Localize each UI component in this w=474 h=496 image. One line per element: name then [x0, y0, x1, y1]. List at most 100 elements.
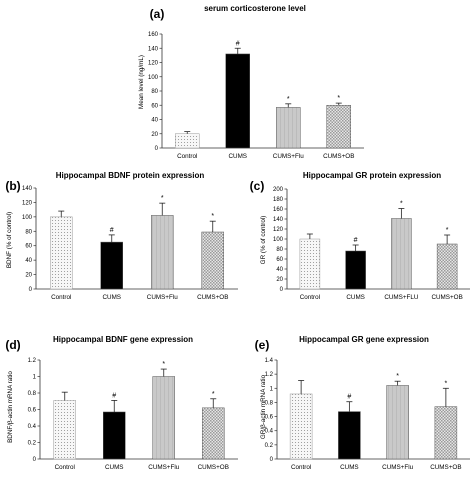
- panel-d-y-axis-label: BDNF/β-actin mRNA ratio: [7, 371, 14, 443]
- y-tick-label: 200: [273, 187, 284, 193]
- bar: [100, 241, 123, 290]
- category-label: CUMS+Flu: [382, 464, 413, 471]
- y-tick-label: 60: [276, 257, 283, 263]
- category-label: CUMS+OB: [197, 294, 228, 301]
- panel-b-y-axis-label: BDNF (% of control): [6, 212, 13, 268]
- significance-marker: *: [337, 95, 340, 102]
- y-tick-label: 0.4: [28, 424, 37, 430]
- significance-marker: #: [347, 394, 351, 401]
- panel-b-title: Hippocampal BDNF protein expression: [56, 171, 205, 180]
- panel-b: (b) Hippocampal BDNF protein expression …: [5, 171, 238, 301]
- y-tick-label: 160: [148, 32, 159, 38]
- y-tick-label: 40: [25, 258, 32, 264]
- y-tick-label: 20: [25, 273, 32, 279]
- y-tick-label: 1.2: [265, 372, 274, 378]
- category-label: CUMS+FLU: [384, 294, 419, 301]
- bar: [391, 218, 412, 290]
- bar: [345, 250, 366, 290]
- y-tick-label: 1.4: [265, 358, 274, 364]
- bar: [276, 107, 301, 149]
- category-label: CUMS+OB: [198, 464, 229, 471]
- category-label: Control: [177, 153, 197, 160]
- y-tick-label: 100: [22, 215, 33, 221]
- bar: [338, 411, 361, 460]
- category-label: Control: [51, 294, 71, 301]
- y-tick-label: 0.4: [265, 429, 274, 435]
- panel-b-plot: 0 20 40 60 80 100 120 140 Control CUMS # CUMS+Flu * C…: [22, 186, 238, 301]
- y-tick-label: 1.2: [28, 358, 37, 364]
- category-label: CUMS+OB: [431, 294, 462, 301]
- bar: [299, 238, 321, 290]
- significance-marker: *: [400, 201, 403, 208]
- panel-e-letter: (e): [255, 338, 270, 352]
- y-tick-label: 160: [273, 207, 284, 213]
- y-tick-label: 120: [148, 61, 159, 67]
- significance-marker: *: [162, 361, 165, 368]
- y-tick-label: 0.6: [265, 415, 274, 421]
- panel-e-y-axis-label: GR/β-actin mRNA ratio: [260, 374, 267, 439]
- panel-a: (a) serum corticosterone level Mean leve…: [138, 4, 364, 160]
- y-tick-label: 0: [155, 146, 159, 152]
- significance-marker: *: [396, 373, 399, 380]
- panel-c: (c) Hippocampal GR protein expression GR…: [250, 171, 470, 301]
- panel-d-letter: (d): [5, 338, 20, 352]
- panel-c-title: Hippocampal GR protein expression: [303, 171, 441, 180]
- panel-e-plot: 0 0.2 0.4 0.6 0.8 1 1.2 1.4 Control CUMS # CUMS+Flu…: [265, 358, 470, 471]
- category-label: CUMS: [102, 294, 121, 301]
- y-tick-label: 100: [148, 75, 159, 81]
- significance-marker: *: [287, 96, 290, 103]
- category-label: CUMS+Flu: [148, 464, 179, 471]
- bar: [434, 406, 458, 460]
- y-tick-label: 60: [25, 244, 32, 250]
- y-tick-label: 0.2: [28, 441, 37, 447]
- panel-e-title: Hippocampal GR gene expression: [299, 335, 429, 344]
- bar: [151, 215, 174, 290]
- panel-d-title: Hippocampal BDNF gene expression: [53, 335, 193, 344]
- category-label: CUMS: [228, 153, 247, 160]
- panel-c-plot: 0 20 40 60 80 100 120 140 160 180 200 Control CUMS # C…: [273, 187, 470, 301]
- category-label: CUMS+Flu: [147, 294, 178, 301]
- category-label: CUMS: [346, 294, 365, 301]
- bar: [202, 407, 225, 460]
- bar: [289, 393, 313, 460]
- category-label: Control: [300, 294, 320, 301]
- category-label: CUMS+Flu: [273, 153, 304, 160]
- category-label: CUMS+OB: [323, 153, 354, 160]
- y-tick-label: 20: [276, 277, 283, 283]
- category-label: CUMS: [105, 464, 124, 471]
- significance-marker: #: [236, 40, 240, 47]
- y-tick-label: 140: [273, 217, 284, 223]
- panel-d: (d) Hippocampal BDNF gene expression BDN…: [5, 335, 238, 471]
- bar: [175, 133, 200, 149]
- panel-a-y-axis-label: Mean level (ng/mL): [138, 55, 145, 109]
- significance-marker: *: [446, 227, 449, 234]
- panel-a-title: serum corticosterone level: [204, 4, 306, 13]
- y-tick-label: 140: [148, 46, 159, 52]
- y-tick-label: 80: [151, 89, 158, 95]
- y-tick-label: 100: [273, 237, 284, 243]
- panel-b-letter: (b): [5, 179, 20, 193]
- bar: [436, 243, 458, 290]
- panel-c-y-axis-label: GR (% of control): [260, 216, 267, 265]
- y-tick-label: 80: [276, 247, 283, 253]
- y-tick-label: 0: [29, 287, 33, 293]
- bar: [50, 216, 73, 290]
- y-tick-label: 120: [22, 200, 33, 206]
- y-tick-label: 0.2: [265, 443, 274, 449]
- bar: [386, 385, 409, 460]
- significance-marker: #: [112, 392, 116, 399]
- panel-c-letter: (c): [250, 179, 265, 193]
- panel-a-letter: (a): [150, 7, 165, 21]
- bar: [201, 231, 224, 290]
- y-tick-label: 0.6: [28, 408, 37, 414]
- y-tick-label: 1: [33, 375, 37, 381]
- category-label: Control: [55, 464, 75, 471]
- bar: [53, 400, 76, 460]
- significance-marker: *: [212, 391, 215, 398]
- significance-marker: *: [211, 213, 214, 220]
- y-tick-label: 0: [33, 457, 37, 463]
- category-label: CUMS: [340, 464, 359, 471]
- y-tick-label: 140: [22, 186, 33, 192]
- panel-d-plot: 0 0.2 0.4 0.6 0.8 1 1.2 Control CUMS # CUMS+Flu * CU…: [28, 358, 238, 471]
